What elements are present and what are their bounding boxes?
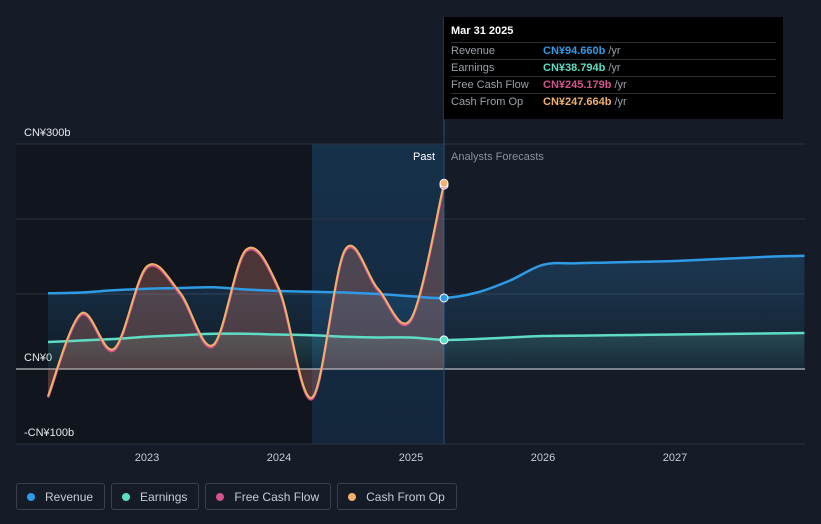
tooltip-label: Revenue	[451, 45, 496, 57]
free-cash-flow-area	[48, 185, 444, 400]
tooltip-value: CN¥94.660b	[543, 45, 606, 57]
legend-item-revenue[interactable]: Revenue	[16, 483, 106, 510]
tooltip-value: CN¥247.664b	[543, 96, 612, 108]
earnings-marker	[439, 335, 449, 345]
legend-label: Revenue	[45, 489, 94, 504]
forecast-label: Analysts Forecasts	[451, 151, 544, 163]
tooltip-row-revenue: Revenue CN¥94.660b /yr	[451, 42, 776, 59]
tooltip-label: Earnings	[451, 62, 495, 74]
earnings-line	[47, 331, 805, 344]
x-axis-tick-label: 2027	[663, 452, 687, 464]
legend-label: Cash From Op	[366, 489, 445, 504]
revenue-marker	[439, 293, 449, 303]
y-axis-label: CN¥0	[24, 352, 52, 364]
tooltip-unit: /yr	[614, 79, 627, 91]
tooltip-label: Cash From Op	[451, 96, 524, 108]
x-axis-tick-label: 2025	[399, 452, 423, 464]
legend-label: Free Cash Flow	[234, 489, 320, 504]
tooltip-row-cash-from-op: Cash From Op CN¥247.664b /yr	[451, 93, 776, 110]
tooltip-label: Free Cash Flow	[451, 79, 529, 91]
legend-item-cash-from-op[interactable]: Cash From Op	[337, 483, 457, 510]
tooltip-unit: /yr	[614, 96, 627, 108]
tooltip-row-free-cash-flow: Free Cash Flow CN¥245.179b /yr	[451, 76, 776, 93]
tooltip-value: CN¥245.179b	[543, 79, 612, 91]
tooltip-date: Mar 31 2025	[451, 25, 514, 37]
legend-item-earnings[interactable]: Earnings	[111, 483, 200, 510]
tooltip-unit: /yr	[608, 62, 621, 74]
tooltip-unit: /yr	[608, 45, 621, 57]
legend-label: Earnings	[140, 489, 188, 504]
cash-from-op-dot-icon	[348, 492, 357, 501]
y-axis-label: -CN¥100b	[24, 427, 74, 439]
cash-from-op-marker	[439, 178, 449, 188]
tooltip: Mar 31 2025 Revenue CN¥94.660b /yr Earni…	[444, 17, 783, 119]
x-axis-tick-label: 2023	[135, 452, 159, 464]
cash-from-op-line	[47, 183, 445, 399]
y-axis-label: CN¥300b	[24, 127, 70, 139]
legend-item-free-cash-flow[interactable]: Free Cash Flow	[205, 483, 332, 510]
tooltip-value: CN¥38.794b	[543, 62, 606, 74]
legend: Revenue Earnings Free Cash Flow Cash Fro…	[16, 483, 457, 510]
x-axis-tick-label: 2024	[267, 452, 291, 464]
x-axis-tick-label: 2026	[531, 452, 555, 464]
past-label: Past	[413, 151, 435, 163]
earnings-area	[48, 333, 805, 369]
free-cash-flow-dot-icon	[216, 492, 225, 501]
earnings-dot-icon	[122, 492, 131, 501]
revenue-dot-icon	[27, 492, 35, 501]
tooltip-row-earnings: Earnings CN¥38.794b /yr	[451, 59, 776, 76]
